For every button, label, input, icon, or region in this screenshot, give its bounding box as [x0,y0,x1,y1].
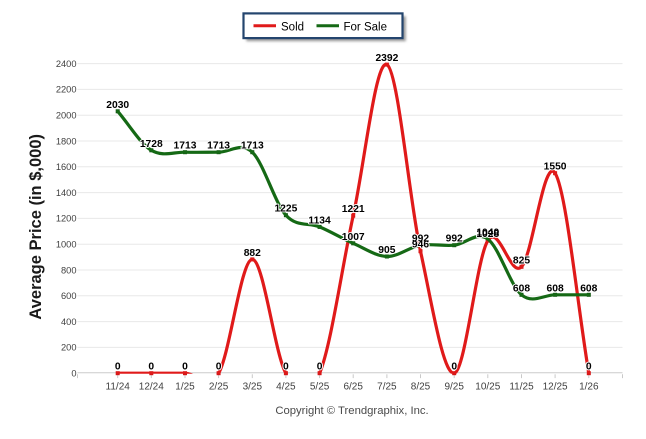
svg-text:1713: 1713 [241,141,264,152]
svg-text:1713: 1713 [207,141,230,152]
svg-text:0: 0 [216,362,222,373]
svg-text:608: 608 [513,283,530,294]
svg-text:0: 0 [283,362,289,373]
svg-text:1550: 1550 [544,162,567,173]
svg-text:825: 825 [513,255,530,266]
svg-text:905: 905 [378,245,395,256]
svg-text:8/25: 8/25 [411,381,431,392]
svg-text:1007: 1007 [342,232,365,243]
svg-text:400: 400 [61,317,77,327]
svg-text:1728: 1728 [140,139,163,150]
svg-text:0: 0 [451,362,457,373]
svg-text:1728: 1728 [140,139,163,150]
svg-text:11/25: 11/25 [509,381,534,392]
svg-text:608: 608 [580,283,597,294]
svg-text:992: 992 [412,234,429,245]
svg-text:1713: 1713 [174,141,197,152]
svg-text:1600: 1600 [56,162,77,172]
svg-text:Average Price (in $,000): Average Price (in $,000) [27,134,45,320]
svg-text:0: 0 [317,362,323,373]
svg-text:946: 946 [412,240,429,251]
svg-text:992: 992 [446,234,463,245]
svg-text:1134: 1134 [308,215,331,226]
svg-text:1713: 1713 [241,141,264,152]
svg-text:905: 905 [378,245,395,256]
svg-text:10/25: 10/25 [475,381,500,392]
svg-text:12/25: 12/25 [543,381,568,392]
svg-text:1028: 1028 [476,229,499,240]
svg-text:0: 0 [451,362,457,373]
svg-text:1400: 1400 [56,188,77,198]
svg-text:9/25: 9/25 [444,381,464,392]
svg-text:2000: 2000 [56,111,77,121]
svg-text:1007: 1007 [342,232,365,243]
svg-text:992: 992 [412,234,429,245]
svg-text:6/25: 6/25 [343,381,363,392]
svg-text:11/24: 11/24 [106,381,131,392]
svg-text:0: 0 [148,362,154,373]
svg-text:Sold: Sold [281,21,304,33]
svg-text:200: 200 [61,343,77,353]
svg-text:5/25: 5/25 [310,381,330,392]
svg-text:1200: 1200 [56,214,77,224]
svg-text:2/25: 2/25 [209,381,229,392]
svg-text:992: 992 [446,234,463,245]
svg-text:608: 608 [547,283,564,294]
svg-text:For Sale: For Sale [344,21,387,33]
svg-text:0: 0 [216,362,222,373]
svg-text:0: 0 [586,362,592,373]
svg-text:1800: 1800 [56,136,77,146]
svg-text:1713: 1713 [174,141,197,152]
svg-text:0: 0 [317,362,323,373]
svg-text:1000: 1000 [56,240,77,250]
svg-text:0: 0 [71,369,76,379]
svg-text:0: 0 [586,362,592,373]
svg-text:0: 0 [148,362,154,373]
svg-text:4/25: 4/25 [276,381,296,392]
svg-text:946: 946 [412,240,429,251]
svg-text:600: 600 [61,291,77,301]
svg-text:1221: 1221 [342,204,365,215]
svg-text:608: 608 [513,283,530,294]
svg-text:608: 608 [547,283,564,294]
svg-text:1040: 1040 [476,228,499,239]
svg-text:2030: 2030 [106,100,129,111]
svg-text:1028: 1028 [476,229,499,240]
svg-text:2400: 2400 [56,59,77,69]
svg-text:0: 0 [182,362,188,373]
svg-text:2030: 2030 [106,100,129,111]
svg-text:800: 800 [61,265,77,275]
svg-text:1221: 1221 [342,204,365,215]
svg-text:882: 882 [244,248,261,259]
svg-text:1713: 1713 [207,141,230,152]
svg-text:1550: 1550 [544,162,567,173]
svg-text:0: 0 [283,362,289,373]
svg-text:1/25: 1/25 [175,381,195,392]
svg-text:2200: 2200 [56,85,77,95]
svg-text:12/24: 12/24 [139,381,164,392]
svg-text:3/25: 3/25 [243,381,263,392]
svg-text:0: 0 [115,362,121,373]
svg-text:825: 825 [513,255,530,266]
svg-text:Copyright © Trendgraphix, Inc.: Copyright © Trendgraphix, Inc. [275,405,428,417]
svg-text:7/25: 7/25 [377,381,397,392]
svg-text:1040: 1040 [476,228,499,239]
svg-text:1225: 1225 [274,204,297,215]
svg-text:0: 0 [115,362,121,373]
svg-text:1/26: 1/26 [579,381,599,392]
svg-text:0: 0 [182,362,188,373]
svg-text:2392: 2392 [375,53,398,64]
svg-text:882: 882 [244,248,261,259]
svg-text:1225: 1225 [274,204,297,215]
svg-text:608: 608 [580,283,597,294]
svg-text:1134: 1134 [308,215,331,226]
svg-text:2392: 2392 [375,53,398,64]
